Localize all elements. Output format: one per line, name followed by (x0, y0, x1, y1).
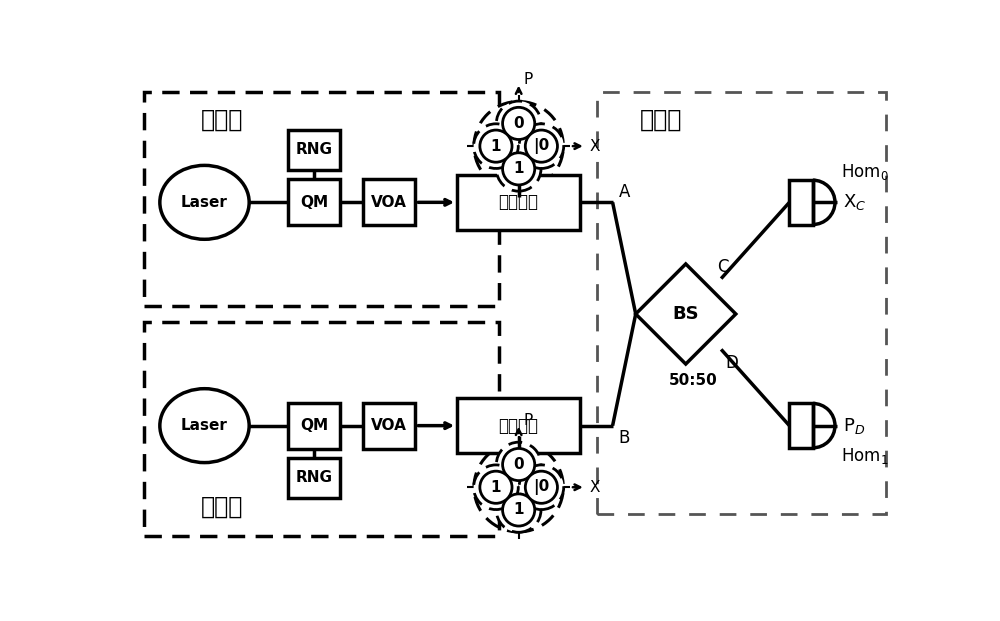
Circle shape (503, 107, 535, 140)
Bar (597, 93, 886, 514)
Text: P: P (523, 71, 533, 87)
Text: X$_C$: X$_C$ (843, 193, 866, 212)
Circle shape (480, 130, 512, 162)
Bar (288, 402, 340, 449)
Text: 1: 1 (491, 138, 501, 153)
Text: Laser: Laser (181, 418, 228, 433)
Circle shape (503, 448, 535, 481)
Bar (288, 179, 340, 225)
Text: P: P (523, 413, 533, 428)
Bar (789, 404, 813, 448)
Ellipse shape (160, 165, 249, 239)
Text: X: X (589, 480, 600, 495)
Bar (457, 175, 580, 230)
Circle shape (519, 124, 564, 168)
Circle shape (525, 471, 557, 503)
Text: RNG: RNG (295, 142, 332, 158)
Circle shape (474, 124, 518, 168)
Text: B: B (619, 429, 630, 447)
Text: QM: QM (300, 418, 328, 433)
Ellipse shape (160, 389, 249, 463)
Text: Laser: Laser (181, 195, 228, 210)
Text: VOA: VOA (371, 195, 407, 210)
Circle shape (496, 147, 541, 191)
Text: |0: |0 (533, 479, 550, 495)
Circle shape (496, 487, 541, 532)
Bar (363, 179, 415, 225)
Text: 0: 0 (513, 457, 524, 472)
Bar (457, 398, 580, 453)
Text: VOA: VOA (371, 418, 407, 433)
Circle shape (503, 153, 535, 185)
Text: 量子信道: 量子信道 (499, 193, 539, 211)
Text: RNG: RNG (295, 471, 332, 486)
Circle shape (519, 465, 564, 510)
Text: Hom$_0$: Hom$_0$ (841, 161, 889, 181)
Text: 测量方: 测量方 (640, 108, 682, 132)
Text: C: C (717, 258, 729, 276)
Text: D: D (725, 354, 738, 372)
Text: BS: BS (672, 305, 699, 323)
Text: 1: 1 (513, 502, 524, 517)
Text: Hom$_1$: Hom$_1$ (841, 446, 888, 466)
Circle shape (503, 494, 535, 526)
Text: 发送方: 发送方 (201, 108, 243, 132)
Circle shape (474, 465, 518, 510)
Text: 接收方: 接收方 (201, 494, 243, 519)
Bar (144, 93, 499, 306)
Text: 量子信道: 量子信道 (499, 417, 539, 435)
Text: X: X (589, 138, 600, 153)
Circle shape (496, 442, 541, 487)
Polygon shape (636, 264, 736, 364)
Circle shape (525, 130, 557, 162)
Bar (288, 130, 340, 170)
Bar (144, 322, 499, 536)
Text: 0: 0 (513, 116, 524, 131)
Text: 1: 1 (513, 161, 524, 176)
Text: |0: |0 (533, 138, 550, 154)
Text: QM: QM (300, 195, 328, 210)
Bar (789, 180, 813, 225)
Circle shape (480, 471, 512, 503)
Text: P$_D$: P$_D$ (843, 415, 865, 436)
Text: 1: 1 (491, 480, 501, 495)
Circle shape (496, 101, 541, 146)
Text: 50:50: 50:50 (669, 373, 718, 389)
Bar (288, 458, 340, 498)
Text: A: A (619, 183, 630, 201)
Bar (363, 402, 415, 449)
